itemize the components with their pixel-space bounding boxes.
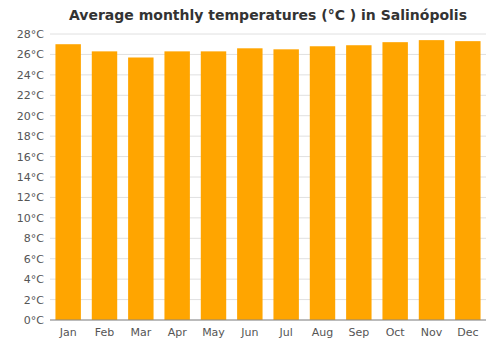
bar xyxy=(382,42,407,320)
x-tick-label: Aug xyxy=(312,326,333,339)
x-tick-label: May xyxy=(202,326,225,339)
x-tick-label: Nov xyxy=(421,326,443,339)
y-tick-label: 24°C xyxy=(17,69,44,82)
chart-container: Average monthly temperatures (°C ) in Sa… xyxy=(0,0,500,350)
grid-line xyxy=(50,320,486,321)
x-tick-label: Feb xyxy=(95,326,114,339)
y-tick-label: 26°C xyxy=(17,48,44,61)
y-tick-label: 12°C xyxy=(17,191,44,204)
bar xyxy=(55,44,80,320)
y-tick-label: 0°C xyxy=(24,314,44,327)
x-tick-label: Jan xyxy=(59,326,77,339)
chart: Average monthly temperatures (°C ) in Sa… xyxy=(0,0,500,350)
x-tick-label: Jul xyxy=(279,326,293,339)
x-tick-label: Dec xyxy=(457,326,478,339)
y-tick-label: 16°C xyxy=(17,151,44,164)
grid-line xyxy=(50,34,486,35)
bar xyxy=(273,49,298,320)
x-tick-label: Oct xyxy=(386,326,406,339)
bar xyxy=(237,48,262,320)
x-axis: Jan Feb Mar Apr May Jun Jul Aug Sep Oct Nov Dec xyxy=(50,320,486,339)
y-tick-label: 8°C xyxy=(24,232,44,245)
title: Average monthly temperatures (°C ) in Sa… xyxy=(69,7,467,23)
x-tick-label: Sep xyxy=(348,326,369,339)
y-tick-label: 18°C xyxy=(17,130,44,143)
y-tick-label: 14°C xyxy=(17,171,44,184)
bar xyxy=(128,57,153,320)
x-tick-label: Apr xyxy=(168,326,188,339)
bar xyxy=(92,51,117,320)
bar xyxy=(201,51,226,320)
y-tick-label: 20°C xyxy=(17,110,44,123)
bars xyxy=(55,40,480,320)
y-tick-label: 4°C xyxy=(24,273,44,286)
y-tick-label: 10°C xyxy=(17,212,44,225)
x-tick-label: Jun xyxy=(240,326,258,339)
bar xyxy=(310,46,335,320)
y-tick-label: 28°C xyxy=(17,28,44,41)
x-axis-line xyxy=(50,320,486,321)
y-tick-label: 6°C xyxy=(24,253,44,266)
y-axis: 0°C 2°C 4°C 6°C 8°C 10°C 12°C 14°C 16°C 18°C 20°C 2… xyxy=(17,28,486,327)
x-tick-label: Mar xyxy=(130,326,151,339)
bar xyxy=(419,40,444,320)
bar xyxy=(164,51,189,320)
y-tick-label: 2°C xyxy=(24,294,44,307)
bar xyxy=(455,41,480,320)
y-tick-label: 22°C xyxy=(17,89,44,102)
bar xyxy=(346,45,371,320)
